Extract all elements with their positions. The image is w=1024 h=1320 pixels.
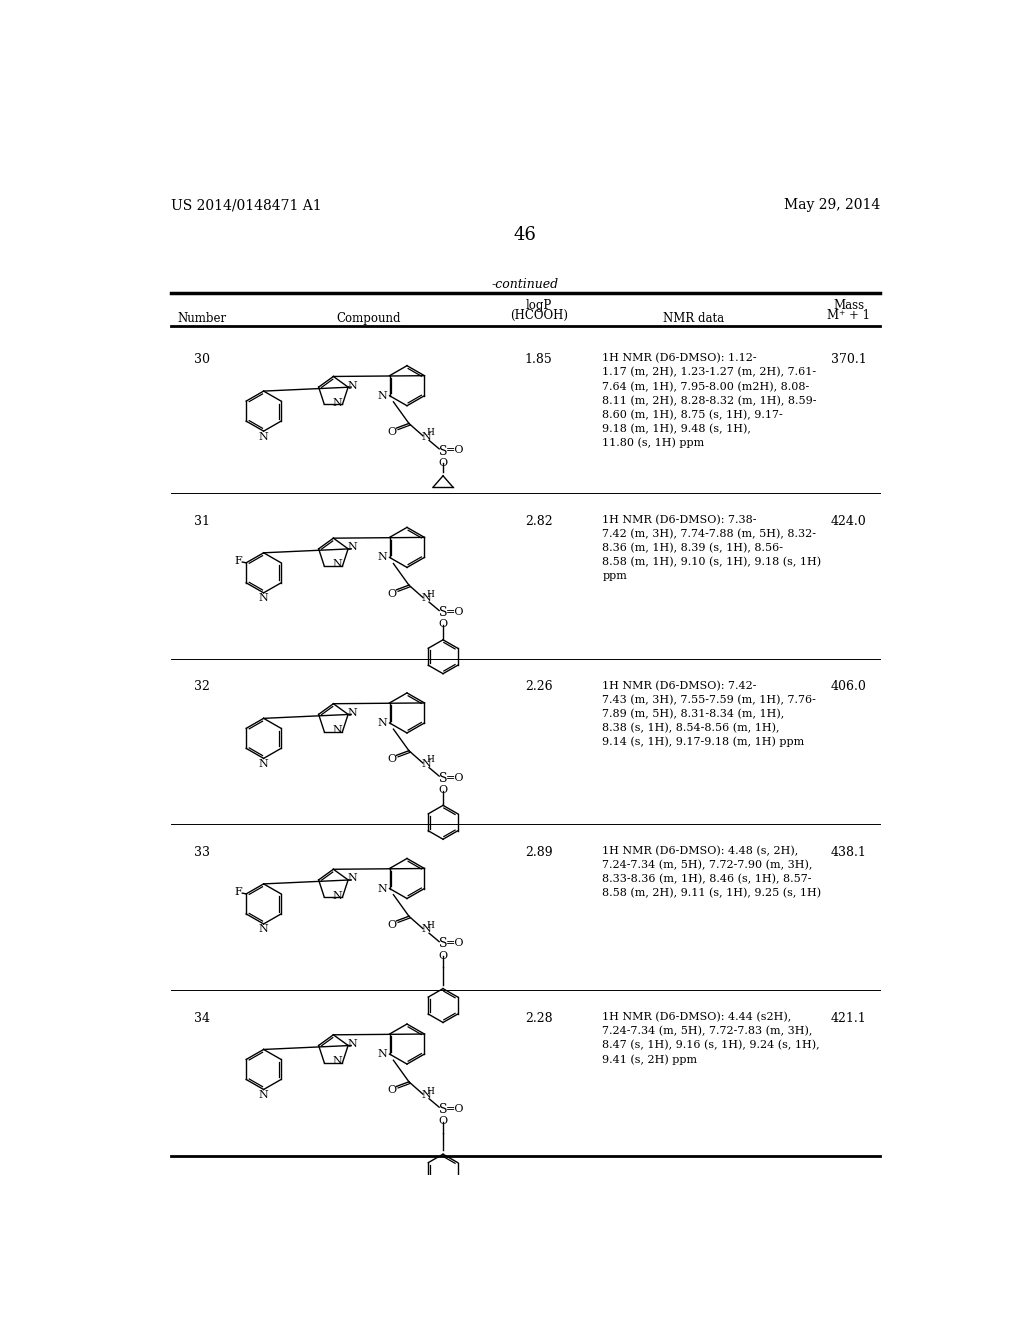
Text: N: N — [259, 432, 268, 441]
Text: 2.89: 2.89 — [525, 846, 553, 859]
Text: N: N — [422, 759, 432, 768]
Text: =O: =O — [445, 607, 464, 616]
Text: N: N — [422, 432, 432, 441]
Text: O: O — [387, 1085, 396, 1096]
Text: H: H — [427, 755, 434, 764]
Text: 33: 33 — [194, 846, 210, 859]
Text: =O: =O — [445, 939, 464, 948]
Text: 2.28: 2.28 — [525, 1011, 553, 1024]
Text: O: O — [387, 589, 396, 598]
Text: 370.1: 370.1 — [830, 354, 866, 366]
Text: S: S — [438, 445, 447, 458]
Text: N: N — [378, 391, 387, 401]
Text: US 2014/0148471 A1: US 2014/0148471 A1 — [171, 198, 322, 213]
Text: N: N — [333, 725, 343, 735]
Text: H: H — [427, 921, 434, 931]
Text: 46: 46 — [513, 226, 537, 244]
Text: O: O — [387, 920, 396, 929]
Text: N: N — [333, 397, 343, 408]
Text: 1H NMR (D6-DMSO): 7.38-
7.42 (m, 3H), 7.74-7.88 (m, 5H), 8.32-
8.36 (m, 1H), 8.3: 1H NMR (D6-DMSO): 7.38- 7.42 (m, 3H), 7.… — [602, 515, 821, 581]
Text: 1H NMR (D6-DMSO): 1.12-
1.17 (m, 2H), 1.23-1.27 (m, 2H), 7.61-
7.64 (m, 1H), 7.9: 1H NMR (D6-DMSO): 1.12- 1.17 (m, 2H), 1.… — [602, 354, 817, 449]
Text: O: O — [438, 458, 447, 467]
Text: Mass: Mass — [834, 300, 864, 313]
Text: S: S — [438, 606, 447, 619]
Text: Number: Number — [177, 313, 226, 326]
Text: 421.1: 421.1 — [830, 1011, 866, 1024]
Text: N: N — [333, 560, 343, 569]
Text: S: S — [438, 1104, 447, 1115]
Text: N: N — [333, 891, 343, 900]
Text: N: N — [333, 1056, 343, 1067]
Text: (HCOOH): (HCOOH) — [510, 309, 567, 322]
Text: M⁺ + 1: M⁺ + 1 — [827, 309, 870, 322]
Text: N: N — [259, 1090, 268, 1100]
Text: Compound: Compound — [336, 313, 400, 326]
Text: O: O — [387, 754, 396, 764]
Text: N: N — [259, 759, 268, 768]
Text: 32: 32 — [194, 681, 210, 693]
Text: O: O — [438, 785, 447, 795]
Text: O: O — [438, 1115, 447, 1126]
Text: 2.26: 2.26 — [525, 681, 553, 693]
Text: May 29, 2014: May 29, 2014 — [783, 198, 880, 213]
Text: H: H — [427, 428, 434, 437]
Text: =O: =O — [445, 445, 464, 455]
Text: NMR data: NMR data — [664, 313, 724, 326]
Text: N: N — [422, 1090, 432, 1100]
Text: N: N — [422, 593, 432, 603]
Text: H: H — [427, 1086, 434, 1096]
Text: N: N — [378, 718, 387, 727]
Text: N: N — [348, 708, 357, 718]
Text: 406.0: 406.0 — [830, 681, 866, 693]
Text: =O: =O — [445, 1104, 464, 1114]
Text: -continued: -continued — [492, 277, 558, 290]
Text: S: S — [438, 937, 447, 950]
Text: 30: 30 — [194, 354, 210, 366]
Text: 2.82: 2.82 — [525, 515, 553, 528]
Text: 1H NMR (D6-DMSO): 4.48 (s, 2H),
7.24-7.34 (m, 5H), 7.72-7.90 (m, 3H),
8.33-8.36 : 1H NMR (D6-DMSO): 4.48 (s, 2H), 7.24-7.3… — [602, 846, 821, 899]
Text: N: N — [348, 874, 357, 883]
Text: =O: =O — [445, 772, 464, 783]
Text: N: N — [348, 543, 357, 552]
Text: 31: 31 — [194, 515, 210, 528]
Text: N: N — [348, 380, 357, 391]
Text: S: S — [438, 772, 447, 785]
Text: N: N — [378, 552, 387, 562]
Text: N: N — [378, 1049, 387, 1059]
Text: F: F — [234, 556, 243, 566]
Text: N: N — [259, 593, 268, 603]
Text: 438.1: 438.1 — [830, 846, 866, 859]
Text: F: F — [234, 887, 243, 898]
Text: N: N — [422, 924, 432, 935]
Text: O: O — [438, 950, 447, 961]
Text: O: O — [438, 619, 447, 630]
Text: 34: 34 — [194, 1011, 210, 1024]
Text: N: N — [348, 1039, 357, 1049]
Text: O: O — [387, 426, 396, 437]
Text: 1H NMR (D6-DMSO): 7.42-
7.43 (m, 3H), 7.55-7.59 (m, 1H), 7.76-
7.89 (m, 5H), 8.3: 1H NMR (D6-DMSO): 7.42- 7.43 (m, 3H), 7.… — [602, 681, 816, 747]
Text: N: N — [378, 883, 387, 894]
Text: 1H NMR (D6-DMSO): 4.44 (s2H),
7.24-7.34 (m, 5H), 7.72-7.83 (m, 3H),
8.47 (s, 1H): 1H NMR (D6-DMSO): 4.44 (s2H), 7.24-7.34 … — [602, 1011, 820, 1064]
Text: N: N — [259, 924, 268, 935]
Text: 1.85: 1.85 — [525, 354, 553, 366]
Text: H: H — [427, 590, 434, 599]
Text: 424.0: 424.0 — [830, 515, 866, 528]
Text: logP: logP — [525, 300, 552, 313]
